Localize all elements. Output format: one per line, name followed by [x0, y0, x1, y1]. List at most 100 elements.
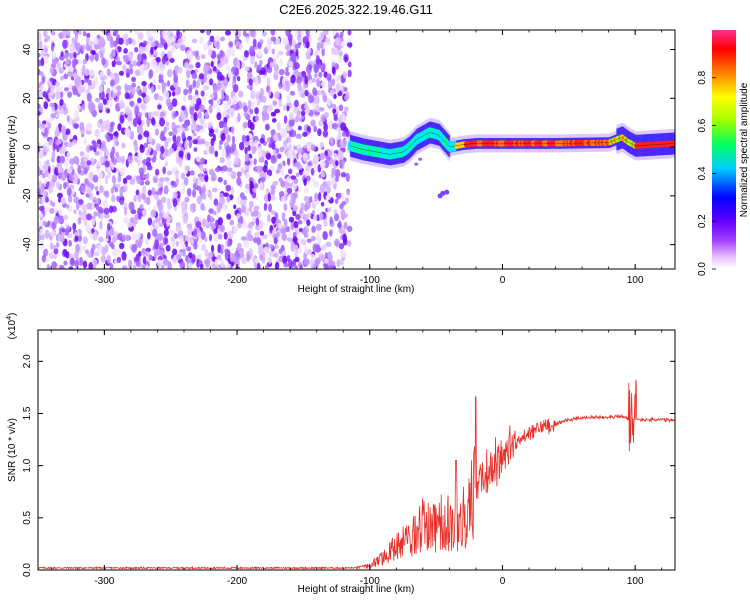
heatmap-cell — [94, 76, 98, 85]
heatmap-cell — [210, 60, 214, 68]
snr-frame — [37, 329, 676, 571]
heatmap-cell — [240, 167, 245, 174]
heatmap-cell — [131, 243, 138, 253]
heatmap-cell — [252, 38, 257, 48]
heatmap-cell — [215, 35, 220, 43]
heatmap-cell — [143, 64, 149, 71]
heatmap-cell — [148, 68, 154, 79]
heatmap-cell — [267, 192, 271, 202]
heatmap-cell — [168, 131, 173, 137]
heatmap-cell — [313, 73, 318, 78]
heatmap-cell — [63, 181, 67, 190]
heatmap-cell — [316, 42, 321, 51]
heatmap-cell — [235, 40, 241, 48]
heatmap-cell — [290, 90, 296, 96]
heatmap-cell — [225, 30, 231, 36]
heatmap-cell — [291, 129, 297, 138]
heatmap-cell — [106, 68, 111, 77]
heatmap-cell — [73, 117, 77, 124]
heatmap-cell — [245, 183, 251, 190]
heatmap-cell — [44, 127, 48, 136]
heatmap-cell — [164, 147, 168, 157]
heatmap-cell — [188, 139, 192, 149]
heatmap-cell — [320, 161, 325, 170]
heatmap-cell — [40, 57, 45, 67]
heatmap-cell — [269, 195, 276, 201]
snr-ytick-label: 2.0 — [22, 354, 33, 368]
heatmap-cell — [182, 216, 188, 225]
heatmap-cell — [277, 222, 283, 230]
heatmap-cell — [230, 108, 234, 118]
heatmap-cell — [275, 54, 280, 60]
heatmap-cell — [58, 208, 63, 216]
heatmap-cell — [232, 226, 239, 234]
heatmap-cell — [203, 141, 210, 147]
heatmap-cell — [270, 154, 276, 164]
heatmap-cell — [98, 36, 105, 45]
heatmap-cell — [220, 248, 224, 255]
heatmap-cell — [286, 254, 291, 263]
heatmap-cell — [212, 66, 217, 72]
heatmap-cell — [320, 89, 325, 96]
heatmap-cell — [333, 208, 338, 215]
heatmap-cell — [314, 110, 320, 116]
heatmap-cell — [347, 61, 352, 68]
heatmap-cell — [267, 43, 272, 51]
heatmap-cell — [237, 30, 242, 38]
heatmap-cell — [238, 90, 244, 98]
heatmap-cell — [106, 223, 111, 232]
heatmap-cell — [144, 180, 150, 186]
heatmap-cell — [83, 68, 90, 77]
heatmap-cell — [322, 129, 329, 138]
heatmap-cell — [216, 204, 221, 214]
heatmap-cell — [269, 243, 274, 250]
heatmap-cell — [318, 71, 323, 78]
heatmap-cell — [254, 115, 260, 122]
heatmap-cell — [43, 147, 50, 152]
heatmap-cell — [82, 209, 88, 218]
heatmap-cell — [275, 169, 280, 175]
heatmap-cell — [272, 149, 277, 156]
heatmap-cell — [60, 125, 67, 134]
heatmap-cell — [92, 263, 97, 269]
heatmap-cell — [166, 197, 171, 206]
heatmap-cell — [249, 108, 254, 115]
heatmap-cell — [154, 128, 160, 136]
heatmap-cell — [217, 176, 223, 183]
heatmap-cell — [338, 104, 344, 112]
heatmap-cell — [183, 177, 189, 186]
heatmap-cell — [111, 175, 116, 184]
heatmap-cell — [285, 66, 289, 73]
heatmap-cell — [341, 249, 347, 259]
colorbar-tick-label: 0.2 — [697, 214, 708, 228]
heatmap-cell — [56, 146, 60, 153]
heatmap-band-line — [349, 132, 674, 155]
heatmap-cell — [269, 61, 275, 68]
heatmap-cell — [59, 91, 64, 99]
heatmap-cell — [90, 201, 95, 209]
heatmap-cell — [79, 161, 85, 166]
heatmap-cell — [195, 156, 201, 163]
heatmap-cell — [220, 89, 226, 94]
heatmap-cell — [240, 205, 247, 213]
heatmap-cell — [87, 40, 94, 47]
heatmap-cell — [206, 214, 211, 223]
heatmap-cell — [247, 71, 253, 79]
heatmap-cell — [282, 139, 288, 146]
heatmap-cell — [320, 40, 324, 50]
heatmap-cell — [305, 30, 310, 36]
heatmap-cell — [197, 179, 202, 187]
heatmap-cell — [134, 69, 141, 77]
heatmap-cell — [66, 114, 70, 122]
heatmap-cell — [131, 232, 138, 241]
heatmap-cell — [279, 58, 283, 66]
heatmap-ytick-label: 0 — [22, 144, 33, 150]
heatmap-cell — [293, 62, 300, 70]
heatmap-cell — [327, 254, 333, 260]
heatmap-cell — [280, 195, 287, 203]
heatmap-cell — [282, 131, 288, 140]
heatmap-cell — [91, 258, 98, 266]
heatmap-cell — [301, 230, 307, 235]
heatmap-cell — [80, 184, 86, 193]
heatmap-cell — [181, 243, 186, 249]
